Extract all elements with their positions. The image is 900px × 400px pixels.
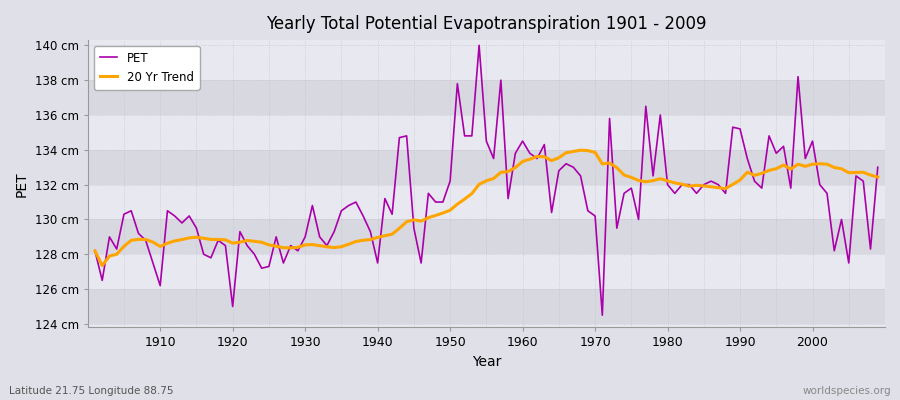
Y-axis label: PET: PET xyxy=(15,171,29,196)
Line: PET: PET xyxy=(95,45,878,315)
20 Yr Trend xyxy=(357,238,368,243)
PET xyxy=(518,139,528,144)
Bar xyxy=(87,80,885,115)
Bar xyxy=(87,289,885,324)
Text: worldspecies.org: worldspecies.org xyxy=(803,386,891,396)
Bar xyxy=(87,220,885,254)
20 Yr Trend xyxy=(518,159,528,164)
PET xyxy=(597,313,608,318)
PET xyxy=(148,260,158,265)
PET xyxy=(525,151,535,156)
PET xyxy=(307,203,318,208)
Bar xyxy=(87,150,885,185)
Line: 20 Yr Trend: 20 Yr Trend xyxy=(95,150,878,266)
Bar xyxy=(87,45,885,80)
20 Yr Trend xyxy=(314,243,325,248)
20 Yr Trend xyxy=(97,263,108,268)
Bar xyxy=(87,185,885,220)
PET xyxy=(473,43,484,48)
20 Yr Trend xyxy=(525,157,535,162)
PET xyxy=(350,200,361,204)
X-axis label: Year: Year xyxy=(472,355,501,369)
20 Yr Trend xyxy=(872,175,883,180)
Title: Yearly Total Potential Evapotranspiration 1901 - 2009: Yearly Total Potential Evapotranspiratio… xyxy=(266,15,706,33)
20 Yr Trend xyxy=(90,248,101,253)
Text: Latitude 21.75 Longitude 88.75: Latitude 21.75 Longitude 88.75 xyxy=(9,386,174,396)
Bar xyxy=(87,254,885,289)
20 Yr Trend xyxy=(155,244,166,249)
Bar xyxy=(87,115,885,150)
20 Yr Trend xyxy=(618,173,629,178)
20 Yr Trend xyxy=(575,148,586,152)
PET xyxy=(872,165,883,170)
Legend: PET, 20 Yr Trend: PET, 20 Yr Trend xyxy=(94,46,200,90)
PET xyxy=(90,248,101,253)
PET xyxy=(618,191,629,196)
